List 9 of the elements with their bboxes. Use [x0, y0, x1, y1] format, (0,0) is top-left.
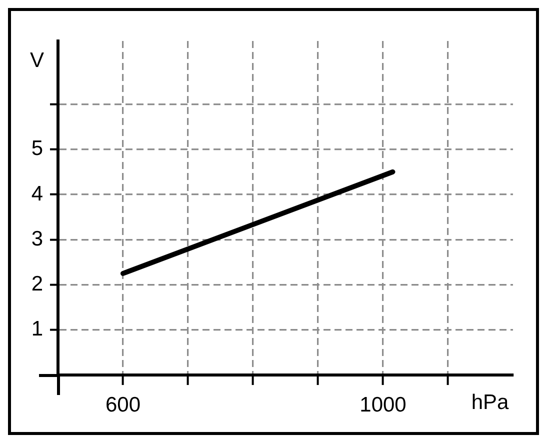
y-tick-label: 5	[31, 137, 43, 160]
y-axis-title: V	[30, 48, 44, 72]
y-tick-label: 3	[31, 227, 43, 250]
x-tick-label: 1000	[360, 393, 406, 416]
x-tick-label: 600	[105, 393, 141, 416]
y-tick-label: 1	[31, 318, 43, 341]
x-axis-title: hPa	[471, 390, 509, 414]
y-tick-label: 4	[31, 182, 44, 206]
y-tick-label: 2	[31, 272, 43, 296]
